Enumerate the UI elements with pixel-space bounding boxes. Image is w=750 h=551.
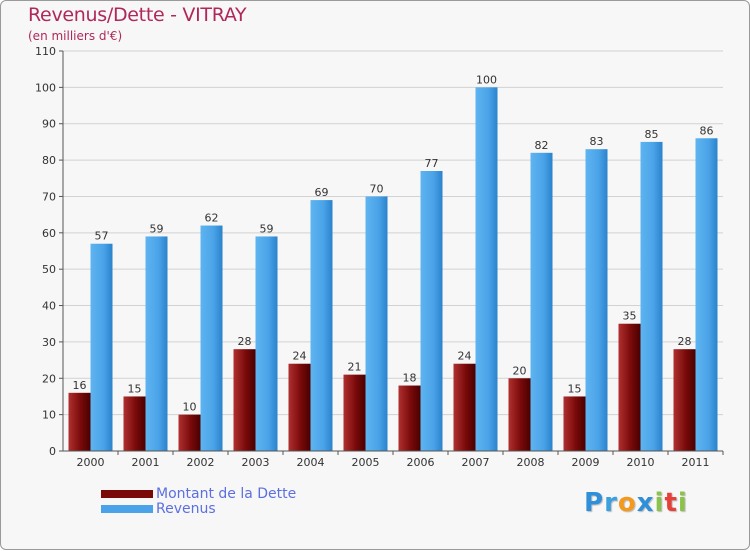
data-label: 82 [535,139,549,152]
y-tick-label: 40 [42,300,56,313]
chart-subtitle: (en milliers d'€) [28,29,123,43]
y-tick-label: 50 [42,263,56,276]
bar-revenue [695,138,718,452]
x-tick-label: 2007 [462,456,490,469]
y-tick-label: 30 [42,336,56,349]
x-tick-label: 2009 [572,456,600,469]
y-tick-label: 110 [35,45,56,58]
bar-revenue [475,87,498,451]
data-label: 28 [238,335,252,348]
bar-revenue [90,243,113,451]
logo-letter: P [584,488,605,518]
y-tick-label: 0 [49,445,56,458]
y-tick-label: 60 [42,227,56,240]
y-tick-label: 100 [35,81,56,94]
y-tick-label: 90 [42,118,56,131]
bar-debt [343,374,366,451]
x-tick-label: 2010 [627,456,655,469]
legend-swatch-revenue [101,505,153,513]
x-tick-label: 2006 [407,456,435,469]
data-label: 77 [425,157,439,170]
bar-revenue [145,236,168,451]
data-label: 20 [513,364,527,377]
bar-revenue [420,171,443,451]
bar-debt [398,385,421,451]
logo-letter: o [617,488,637,518]
x-tick-label: 2005 [352,456,380,469]
bar-revenue [200,225,223,451]
data-label: 100 [476,73,497,86]
chart-title: Revenus/Dette - VITRAY [28,4,247,26]
bar-revenue [310,200,333,451]
data-label: 59 [150,222,164,235]
data-label: 57 [95,230,109,243]
data-label: 35 [623,310,637,323]
bar-debt [618,323,641,451]
bar-debt [673,349,696,451]
x-tick-label: 2011 [682,456,710,469]
logo-letter: i [654,488,665,518]
bar-debt [68,392,91,451]
logo-letter: x [636,488,655,518]
bar-debt [563,396,586,451]
y-tick-label: 80 [42,154,56,167]
data-label: 62 [205,212,219,225]
data-label: 85 [645,128,659,141]
legend-label-revenue: Revenus [156,501,216,517]
y-tick-label: 10 [42,409,56,422]
y-tick-label: 20 [42,372,56,385]
bar-revenue [530,152,553,451]
bar-revenue [640,141,663,451]
x-tick-label: 2000 [77,456,105,469]
data-label: 83 [590,135,604,148]
bar-debt [453,363,476,451]
data-label: 59 [260,222,274,235]
logo-letter: r [604,488,618,518]
x-tick-label: 2004 [297,456,325,469]
data-label: 28 [678,335,692,348]
data-label: 24 [293,350,307,363]
x-tick-label: 2002 [187,456,215,469]
data-label: 10 [183,401,197,414]
data-label: 18 [403,372,417,385]
bar-revenue [585,149,608,451]
bar-debt [178,414,201,451]
bar-debt [123,396,146,451]
x-tick-label: 2001 [132,456,160,469]
legend-label-debt: Montant de la Dette [156,486,297,502]
data-label: 70 [370,182,384,195]
data-label: 16 [73,379,87,392]
bar-debt [288,363,311,451]
bar-debt [508,378,531,451]
bar-revenue [255,236,278,451]
data-label: 15 [568,382,582,395]
x-tick-label: 2008 [517,456,545,469]
bar-debt [233,349,256,451]
data-label: 21 [348,361,362,374]
logo-letter: t [664,488,678,518]
legend-swatch-debt [101,490,153,498]
logo-letter: i [677,488,688,518]
data-label: 24 [458,350,472,363]
proxiti-logo: Proxiti [584,488,688,518]
data-label: 15 [128,382,142,395]
bar-revenue [365,196,388,451]
plot-area [63,51,723,451]
x-tick-label: 2003 [242,456,270,469]
data-label: 69 [315,186,329,199]
data-label: 86 [700,124,714,137]
y-tick-label: 70 [42,190,56,203]
